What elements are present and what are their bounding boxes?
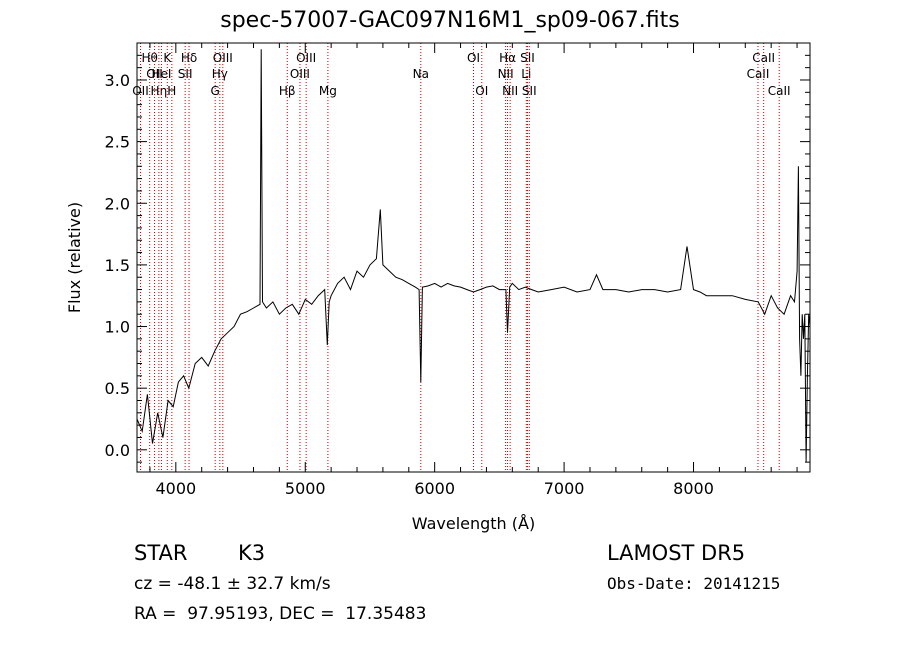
line-label-0: OII: [132, 84, 149, 98]
x-tick-label: 6000: [414, 479, 455, 498]
line-label-25: CaII: [747, 67, 770, 81]
y-tick-label: 3.0: [105, 71, 130, 90]
coordinates: RA = 97.95193, DEC = 17.35483: [134, 604, 427, 624]
line-label-22: Li: [521, 67, 531, 81]
x-tick-label: 4000: [155, 479, 196, 498]
y-tick-label: 0.0: [105, 441, 130, 460]
chart-title: spec-57007-GAC097N16M1_sp09-067.fits: [220, 8, 680, 33]
x-tick-label: 7000: [544, 479, 585, 498]
survey-label: LAMOST DR5: [607, 541, 746, 565]
redshift-cz: cz = -48.1 ± 32.7 km/s: [134, 574, 331, 594]
y-tick-label: 2.0: [105, 194, 130, 213]
line-label-27: CaII: [768, 84, 791, 98]
line-label-15: Mg: [319, 84, 337, 98]
y-axis-label: Flux (relative): [65, 202, 84, 313]
line-label-12: Hβ: [279, 84, 296, 98]
y-tick-label: 2.5: [105, 133, 130, 152]
y-tick-label: 1.5: [105, 256, 130, 275]
plot-frame: [136, 42, 811, 473]
x-tick-label: 5000: [285, 479, 326, 498]
line-label-4: HeI: [151, 67, 171, 81]
line-label-19: NII: [498, 67, 514, 81]
observation-date: Obs-Date: 20141215: [607, 574, 781, 593]
line-label-16: Na: [413, 67, 429, 81]
line-label-20: Hα: [499, 51, 516, 65]
line-label-18: OI: [475, 84, 488, 98]
line-label-9: G: [211, 84, 220, 98]
line-label-23: SII: [520, 51, 535, 65]
x-tick-label: 8000: [673, 479, 714, 498]
line-label-5: K: [163, 51, 172, 65]
line-label-8: Hδ: [181, 51, 197, 65]
line-label-3: Hη: [151, 84, 168, 98]
line-label-14: OIII: [296, 51, 316, 65]
x-axis-label: Wavelength (Å): [412, 514, 535, 533]
object-class: STAR: [134, 541, 188, 565]
line-label-26: CaII: [752, 51, 775, 65]
line-label-11: OIII: [213, 51, 233, 65]
line-label-21: NII: [502, 84, 518, 98]
spectrum-line: [136, 49, 811, 463]
line-label-17: OI: [467, 51, 480, 65]
line-label-24: SII: [522, 84, 537, 98]
line-label-10: Hγ: [212, 67, 228, 81]
line-label-7: SII: [178, 67, 193, 81]
line-label-1: Hθ: [141, 51, 157, 65]
y-tick-label: 0.5: [105, 379, 130, 398]
line-label-13: OIII: [290, 67, 310, 81]
object-subclass: K3: [238, 541, 266, 565]
y-tick-label: 1.0: [105, 318, 130, 337]
line-label-6: H: [167, 84, 176, 98]
